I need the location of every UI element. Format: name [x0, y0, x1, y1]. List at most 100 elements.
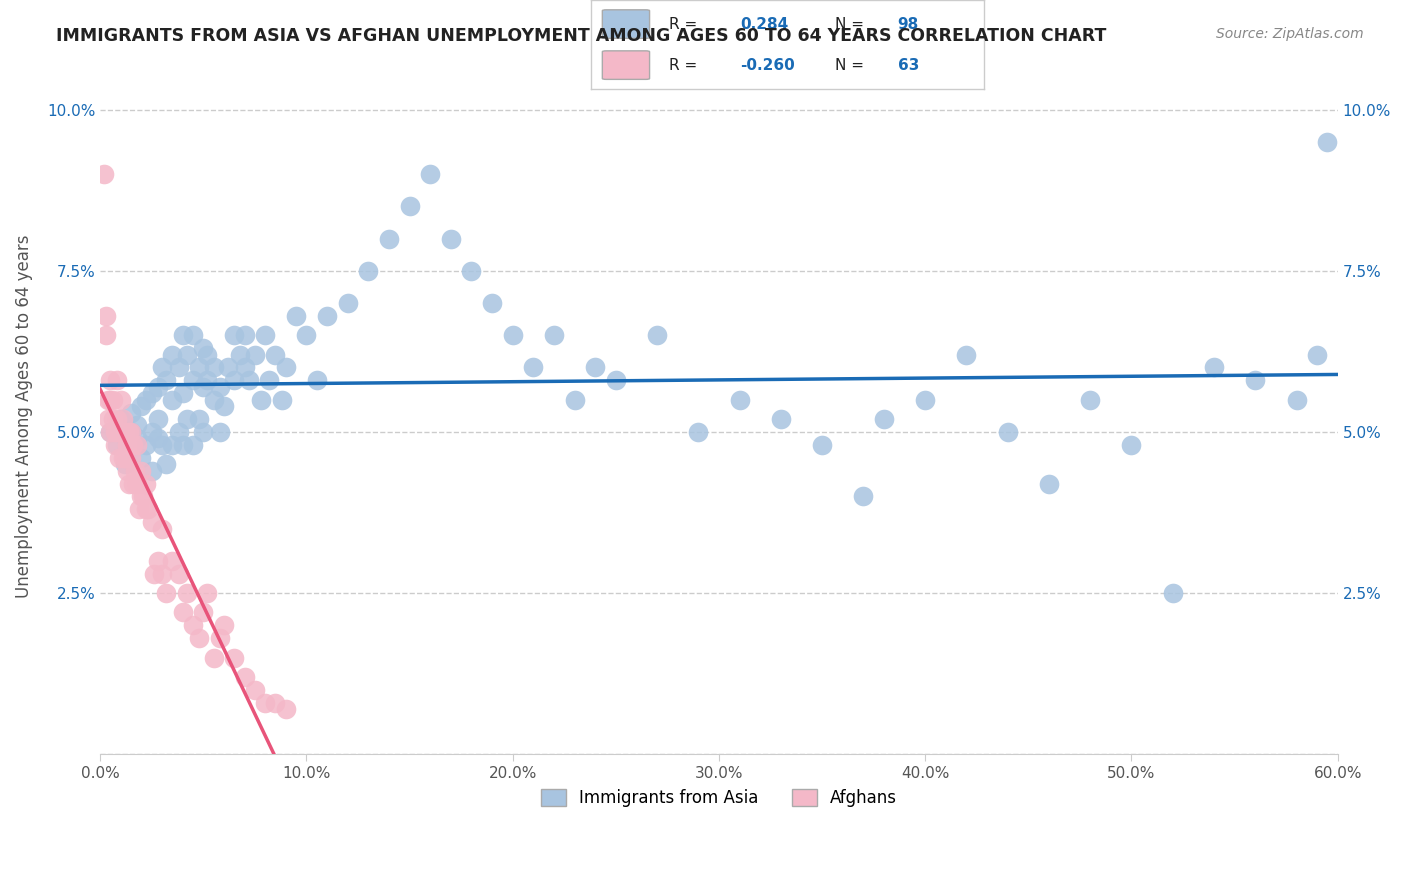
Point	[100, 373, 122, 387]
Point	[162, 392, 184, 407]
Point	[120, 406, 142, 420]
Text: -0.260: -0.260	[740, 58, 794, 72]
Point	[197, 586, 219, 600]
Point	[914, 392, 936, 407]
Point	[440, 231, 463, 245]
Point	[146, 431, 169, 445]
Point	[120, 425, 142, 439]
Point	[1161, 586, 1184, 600]
Point	[134, 502, 156, 516]
Point	[1306, 348, 1329, 362]
Point	[103, 425, 125, 439]
Point	[176, 586, 198, 600]
Point	[229, 348, 252, 362]
Point	[167, 360, 190, 375]
Point	[150, 438, 173, 452]
Point	[217, 360, 239, 375]
Point	[728, 392, 751, 407]
Point	[118, 425, 141, 439]
Text: IMMIGRANTS FROM ASIA VS AFGHAN UNEMPLOYMENT AMONG AGES 60 TO 64 YEARS CORRELATIO: IMMIGRANTS FROM ASIA VS AFGHAN UNEMPLOYM…	[56, 27, 1107, 45]
Point	[127, 431, 149, 445]
Point	[254, 328, 277, 343]
Point	[259, 373, 281, 387]
Point	[162, 348, 184, 362]
Point	[1038, 476, 1060, 491]
Point	[212, 618, 235, 632]
Point	[188, 360, 211, 375]
Point	[270, 392, 292, 407]
Point	[111, 412, 134, 426]
Point	[150, 522, 173, 536]
Point	[172, 606, 194, 620]
Point	[208, 425, 231, 439]
Text: N =: N =	[835, 58, 869, 72]
Point	[114, 425, 136, 439]
Point	[107, 425, 129, 439]
Point	[1121, 438, 1143, 452]
Point	[167, 425, 190, 439]
Point	[238, 373, 260, 387]
Point	[212, 399, 235, 413]
Point	[243, 348, 266, 362]
Point	[997, 425, 1019, 439]
Point	[120, 425, 142, 439]
Point	[93, 167, 115, 181]
Point	[1202, 360, 1225, 375]
Point	[150, 360, 173, 375]
Point	[114, 457, 136, 471]
Legend: Immigrants from Asia, Afghans: Immigrants from Asia, Afghans	[534, 782, 904, 814]
Point	[357, 264, 380, 278]
Point	[176, 412, 198, 426]
Point	[811, 438, 834, 452]
Point	[141, 515, 163, 529]
Point	[118, 476, 141, 491]
Point	[688, 425, 710, 439]
Point	[398, 199, 420, 213]
Point	[181, 328, 204, 343]
Point	[97, 392, 120, 407]
Point	[564, 392, 586, 407]
Point	[146, 380, 169, 394]
Point	[502, 328, 524, 343]
Point	[285, 309, 308, 323]
Point	[141, 425, 163, 439]
Point	[131, 399, 153, 413]
Point	[188, 412, 211, 426]
Point	[134, 392, 156, 407]
Point	[274, 360, 297, 375]
Point	[110, 425, 132, 439]
Point	[224, 650, 246, 665]
Point	[645, 328, 668, 343]
Point	[167, 566, 190, 581]
Point	[543, 328, 565, 343]
Point	[202, 392, 225, 407]
Point	[769, 412, 792, 426]
Point	[233, 360, 256, 375]
Point	[305, 373, 328, 387]
Point	[105, 412, 128, 426]
Point	[128, 502, 150, 516]
Point	[114, 450, 136, 465]
Point	[1078, 392, 1101, 407]
Point	[103, 438, 125, 452]
Point	[193, 380, 215, 394]
Point	[188, 631, 211, 645]
Point	[96, 328, 118, 343]
FancyBboxPatch shape	[602, 10, 650, 38]
Point	[131, 450, 153, 465]
Text: N =: N =	[835, 17, 869, 31]
Point	[197, 348, 219, 362]
Point	[110, 412, 132, 426]
Point	[146, 412, 169, 426]
Point	[155, 586, 177, 600]
Point	[155, 457, 177, 471]
Point	[131, 464, 153, 478]
Point	[955, 348, 977, 362]
Point	[233, 328, 256, 343]
Point	[172, 386, 194, 401]
Point	[122, 438, 145, 452]
Point	[336, 296, 359, 310]
Point	[100, 425, 122, 439]
Point	[100, 425, 122, 439]
Point	[605, 373, 627, 387]
